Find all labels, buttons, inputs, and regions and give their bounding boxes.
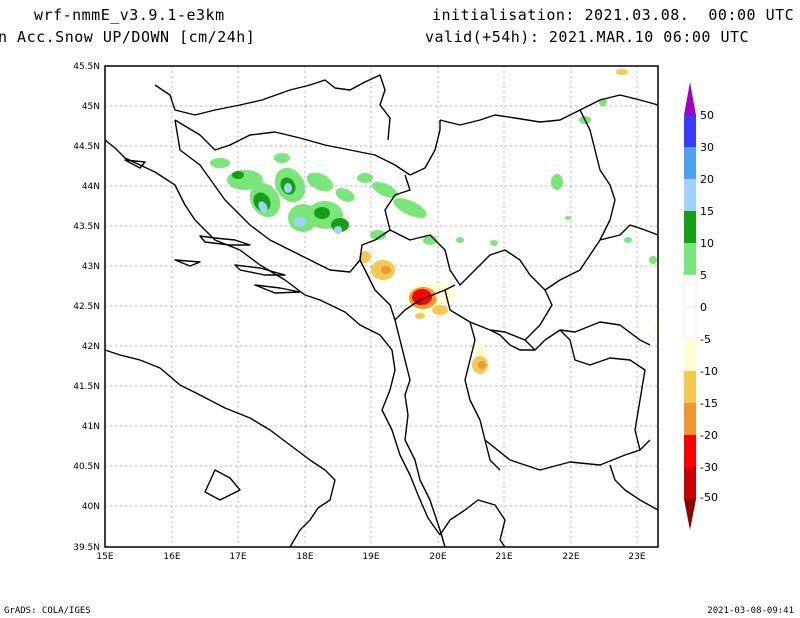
lat-tick-label: 39.5N: [73, 543, 100, 553]
legend-label: 30: [700, 141, 714, 154]
legend-swatch: [684, 403, 696, 435]
lon-tick-label: 18E: [296, 552, 313, 562]
legend-label: -15: [700, 397, 718, 410]
lat-tick-label: 44.5N: [73, 142, 100, 152]
lat-tick-label: 44N: [82, 182, 100, 192]
lon-tick-label: 15E: [96, 552, 113, 562]
legend-label: 15: [700, 205, 714, 218]
footer-credit: GrADS: COLA/IGES: [4, 606, 91, 616]
legend-swatch: [684, 211, 696, 243]
lon-tick-label: 17E: [229, 552, 246, 562]
model-title: wrf-nmmE_v3.9.1-e3km: [34, 6, 225, 24]
lat-tick-label: 45N: [82, 102, 100, 112]
legend-label: 20: [700, 173, 714, 186]
lon-tick-label: 20E: [429, 552, 446, 562]
map-frame-border: [104, 65, 659, 548]
legend-label: -20: [700, 429, 718, 442]
legend-swatch: [684, 371, 696, 403]
legend-label: -30: [700, 461, 718, 474]
lon-tick-label: 23E: [628, 552, 645, 562]
init-time: initialisation: 2021.03.08. 00:00 UTC: [432, 6, 795, 24]
snow-decrease-areas: [359, 69, 659, 374]
lon-tick-label: 21E: [495, 552, 512, 562]
lat-tick-label: 40.5N: [73, 462, 100, 472]
snow-increase-areas: [210, 98, 657, 264]
lon-axis: 15E 16E 17E 18E 19E 20E 21E 22E 23E: [96, 552, 645, 562]
legend-label: -50: [700, 491, 718, 504]
color-legend: 50 30 20 15 10 5 0 -5 -10 -15 -20 -30 -5…: [683, 82, 718, 530]
legend-label: -5: [700, 333, 711, 346]
legend-swatch: [684, 339, 696, 371]
legend-bottom-arrow: [684, 499, 696, 530]
lat-axis: 45.5N 45N 44.5N 44N 43.5N 43N 42.5N 42N …: [73, 62, 100, 553]
lat-tick-label: 42.5N: [73, 302, 100, 312]
legend-swatch: [684, 147, 696, 179]
map-area: [104, 65, 659, 548]
lat-tick-label: 41.5N: [73, 382, 100, 392]
legend-swatch: [684, 243, 696, 275]
coastlines-borders: [104, 74, 659, 548]
legend-label: 0: [700, 301, 707, 314]
lat-tick-label: 43.5N: [73, 222, 100, 232]
lon-tick-label: 16E: [163, 552, 180, 562]
legend-label: -10: [700, 365, 718, 378]
legend-swatch: [684, 467, 696, 499]
field-title: n Acc.Snow UP/DOWN [cm/24h]: [0, 28, 256, 46]
legend-swatch: [683, 274, 697, 308]
legend-top-arrow: [684, 82, 696, 115]
lat-tick-label: 42N: [82, 342, 100, 352]
footer-timestamp: 2021-03-08-09:41: [707, 606, 794, 616]
legend-swatch: [684, 179, 696, 211]
legend-swatch: [684, 435, 696, 467]
kosovo-border: [459, 249, 553, 341]
legend-swatch: [684, 115, 696, 147]
legend-label: 5: [700, 269, 707, 282]
map-background: [105, 66, 658, 547]
legend-label: 50: [700, 109, 714, 122]
lat-tick-label: 45.5N: [73, 62, 100, 72]
lat-tick-label: 40N: [82, 502, 100, 512]
valid-time: valid(+54h): 2021.MAR.10 06:00 UTC: [425, 28, 750, 46]
map-gridlines: [105, 66, 658, 547]
legend-swatch: [683, 306, 697, 340]
lat-tick-label: 41N: [82, 422, 100, 432]
lon-tick-label: 22E: [562, 552, 579, 562]
lat-tick-label: 43N: [82, 262, 100, 272]
lon-tick-label: 19E: [362, 552, 379, 562]
legend-label: 10: [700, 237, 714, 250]
